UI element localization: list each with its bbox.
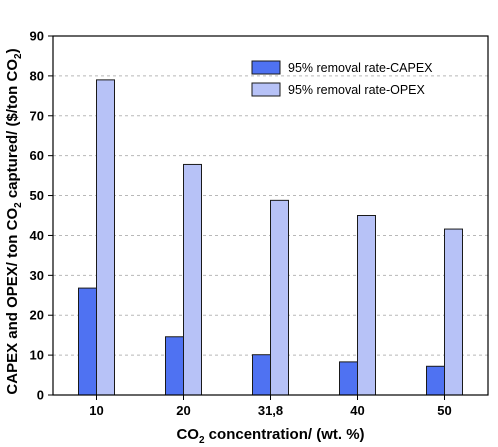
y-tick-label: 50 (30, 188, 44, 203)
x-axis-title-subscript: 2 (199, 435, 205, 446)
y-axis-title: CAPEX and OPEX/ ton CO2 captured/ ($/ton… (4, 48, 24, 394)
y-axis-title-part2: captured/ ($/ton CO (4, 59, 21, 203)
x-tick-label: 31,8 (258, 403, 283, 418)
bar-capex-50 (426, 365, 445, 396)
y-tick-label: 10 (30, 348, 44, 363)
axis-ticks: 0 10 20 30 40 50 60 70 80 90 10 20 31,8 40 50 (30, 29, 452, 419)
y-tick-label: 0 (37, 388, 44, 403)
bars (78, 79, 463, 396)
y-tick-label: 70 (30, 108, 44, 123)
x-tick-label: 10 (89, 403, 103, 418)
y-axis-title-part3: ) (4, 48, 21, 53)
y-tick-label: 20 (30, 308, 44, 323)
x-axis-title-suffix: concentration/ (wt. %) (205, 426, 365, 443)
y-tick-label: 90 (30, 29, 44, 44)
bar-opex-20 (183, 163, 202, 396)
bar-opex-31,8 (270, 199, 289, 396)
y-axis-title-part1: CAPEX and OPEX/ ton CO (4, 208, 21, 395)
y-axis-title-subscript1: 2 (13, 202, 24, 208)
legend-swatch-opex (251, 82, 281, 97)
legend-label-opex: 95% removal rate-OPEX (288, 83, 426, 97)
y-tick-label: 40 (30, 228, 44, 243)
y-axis-title-subscript2: 2 (13, 53, 24, 59)
x-tick-label: 40 (350, 403, 364, 418)
legend-label-capex: 95% removal rate-CAPEX (288, 61, 433, 75)
bar-capex-10 (78, 287, 97, 396)
bar-capex-40 (339, 361, 358, 396)
bar-capex-20 (165, 336, 184, 396)
bar-capex-31,8 (252, 354, 271, 396)
bar-opex-40 (357, 215, 376, 396)
y-tick-label: 80 (30, 68, 44, 83)
x-axis-title: CO2 concentration/ (wt. %) (176, 426, 364, 446)
x-tick-label: 50 (437, 403, 451, 418)
legend-swatch-capex (251, 60, 281, 75)
x-tick-label: 20 (176, 403, 190, 418)
y-tick-label: 30 (30, 268, 44, 283)
bar-opex-50 (444, 228, 463, 396)
bar-opex-10 (96, 79, 115, 396)
y-tick-label: 60 (30, 148, 44, 163)
x-axis-title-prefix: CO (176, 426, 199, 443)
legend: 95% removal rate-CAPEX 95% removal rate-… (251, 60, 433, 97)
